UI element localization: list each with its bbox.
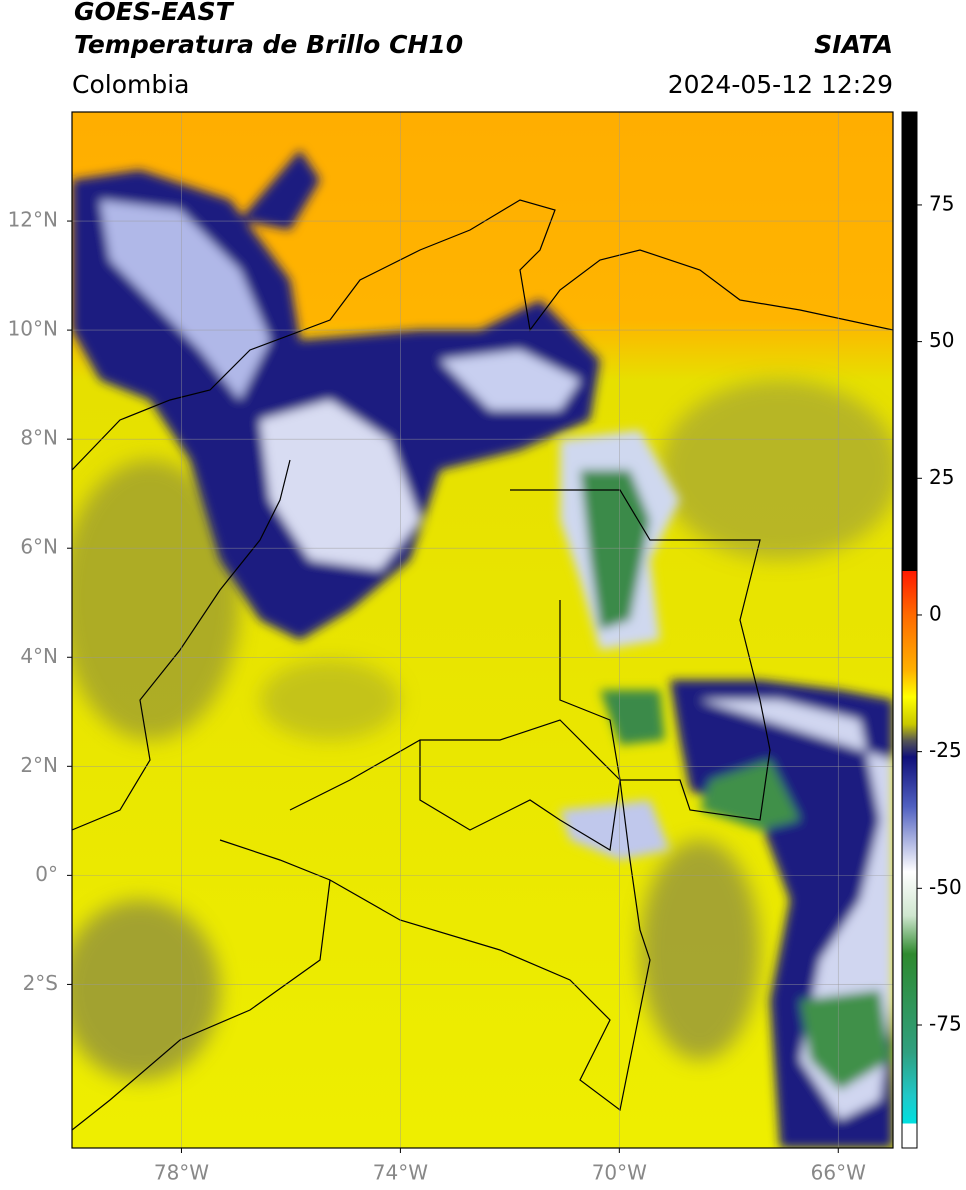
lat-tick-label: 12°N: [8, 208, 58, 232]
region: Colombia: [72, 70, 190, 99]
lon-tick-label: 70°W: [592, 1161, 647, 1185]
timestamp: 2024-05-12 12:29: [667, 70, 893, 99]
satellite-image: [72, 112, 893, 1148]
map-frame: [71, 111, 894, 1149]
colorbar-tick-label: -75: [929, 1011, 962, 1035]
colorbar-tick-label: 75: [929, 191, 954, 215]
lat-tick-label: 0°: [35, 862, 58, 886]
colorbar-tick-label: -25: [929, 738, 962, 762]
title: GOES-EAST: [74, 0, 233, 26]
lon-tick-label: 74°W: [373, 1161, 428, 1185]
colorbar-tick-label: -50: [929, 875, 962, 899]
colorbar-tick-label: 0: [929, 601, 942, 625]
lat-tick-label: 2°S: [23, 971, 58, 995]
lat-tick-label: 10°N: [8, 317, 58, 341]
subtitle: Temperatura de Brillo CH10: [74, 30, 464, 59]
colorbar-tick-label: 50: [929, 328, 954, 352]
colorbar-tick-label: 25: [929, 465, 954, 489]
source: SIATA: [814, 30, 893, 59]
lat-tick-label: 8°N: [20, 426, 58, 450]
lon-tick-label: 78°W: [154, 1161, 209, 1185]
lon-tick-label: 66°W: [811, 1161, 866, 1185]
lat-tick-label: 6°N: [20, 535, 58, 559]
borders: [72, 199, 893, 1131]
colorbar: [901, 111, 918, 1149]
lat-tick-label: 4°N: [20, 644, 58, 668]
lat-tick-label: 2°N: [20, 753, 58, 777]
